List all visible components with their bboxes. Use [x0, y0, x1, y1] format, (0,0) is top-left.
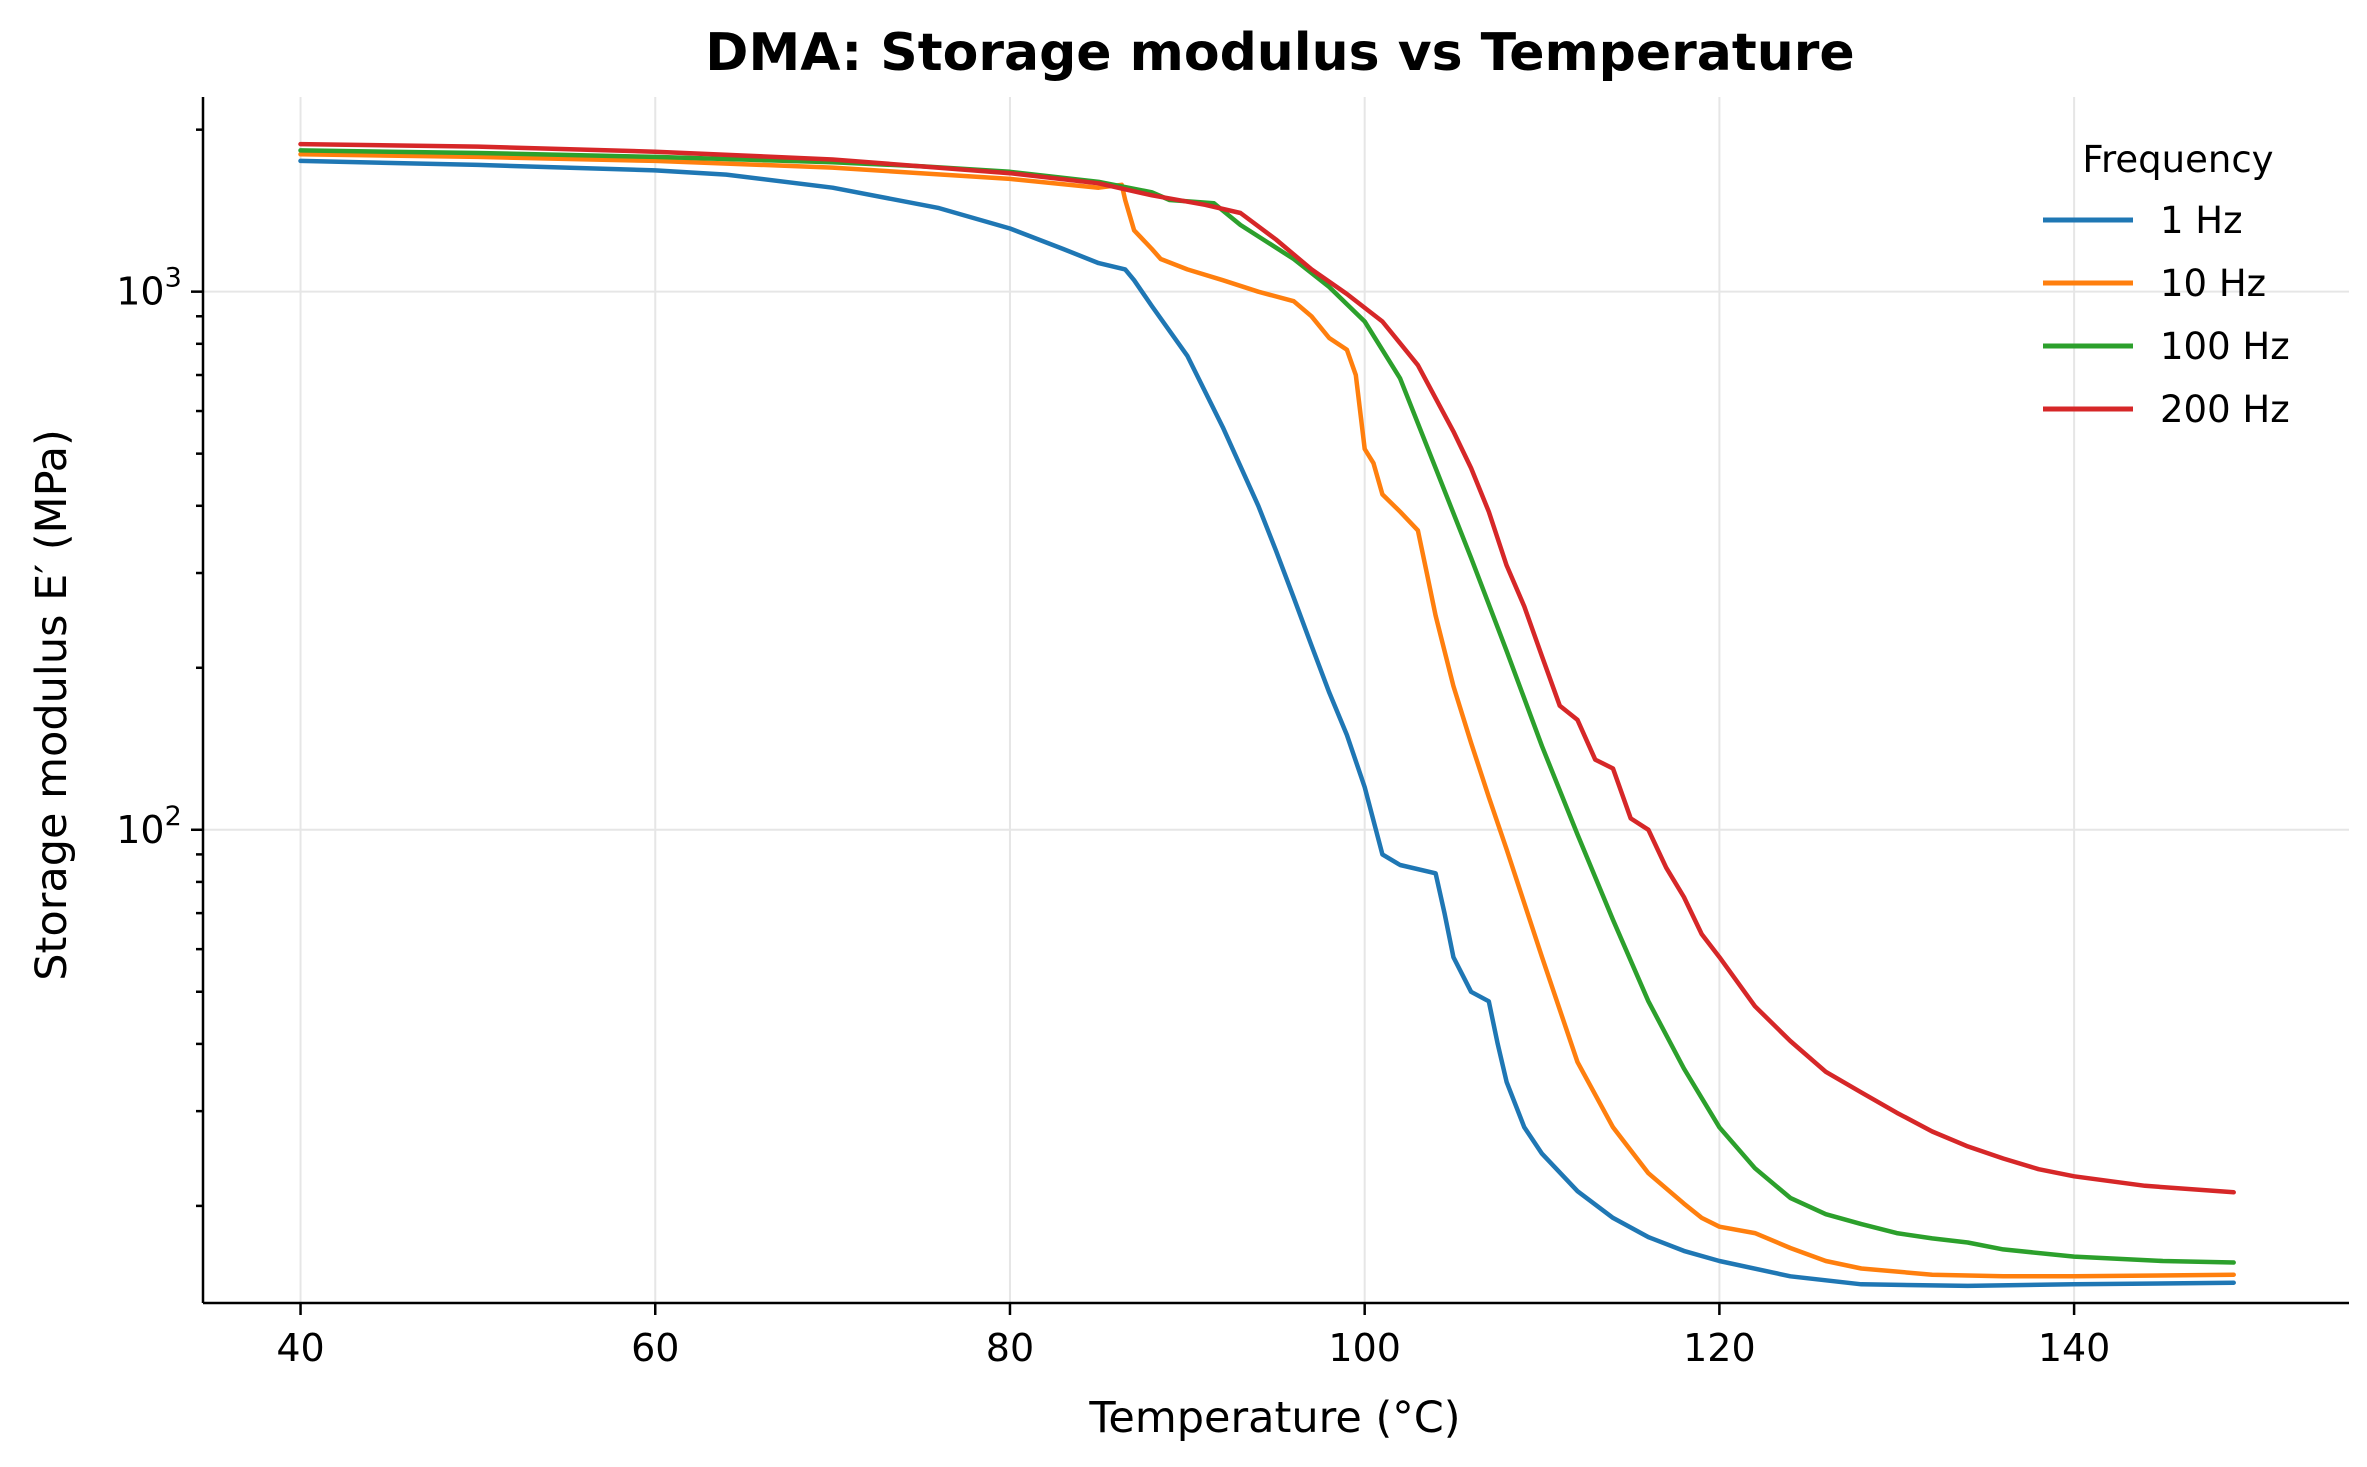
legend-label: 1 Hz — [2160, 199, 2243, 242]
x-tick-label: 100 — [1328, 1326, 1401, 1370]
x-tick-label: 80 — [986, 1326, 1034, 1370]
series-lines — [298, 141, 2236, 1289]
series-line — [298, 148, 2236, 1265]
x-tick-label: 60 — [631, 1326, 679, 1370]
grid — [203, 97, 2349, 1303]
legend-title: Frequency — [2082, 138, 2273, 181]
legend-items: 1 Hz 10 Hz 100 Hz 200 Hz — [2043, 199, 2290, 431]
chart-title: DMA: Storage modulus vs Temperature — [705, 23, 1854, 83]
x-tick-label: 120 — [1683, 1326, 1756, 1370]
legend-label: 10 Hz — [2160, 262, 2266, 305]
y-tick-label: 102 — [116, 801, 182, 852]
series-line — [298, 152, 2236, 1279]
y-tick-label: 103 — [116, 263, 182, 314]
legend-label: 200 Hz — [2160, 388, 2290, 431]
legend: Frequency 1 Hz 10 Hz 100 Hz 200 Hz — [2043, 138, 2290, 431]
ticks: 40 60 80 100 120 140 102 103 — [116, 128, 2111, 1370]
x-tick-label: 140 — [2038, 1326, 2111, 1370]
series-line — [298, 158, 2236, 1289]
axes — [201, 97, 2349, 1305]
legend-label: 100 Hz — [2160, 325, 2290, 368]
y-axis-label: Storage modulus E′ (MPa) — [27, 429, 77, 981]
x-axis-label: Temperature (°C) — [1088, 1393, 1460, 1443]
x-tick-label: 40 — [276, 1326, 324, 1370]
series-line — [298, 141, 2236, 1195]
